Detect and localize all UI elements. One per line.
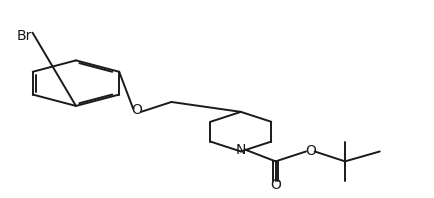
Text: O: O	[270, 178, 281, 192]
Text: N: N	[236, 144, 246, 157]
Text: Br: Br	[16, 29, 32, 43]
Text: O: O	[131, 103, 142, 117]
Text: O: O	[305, 145, 316, 158]
